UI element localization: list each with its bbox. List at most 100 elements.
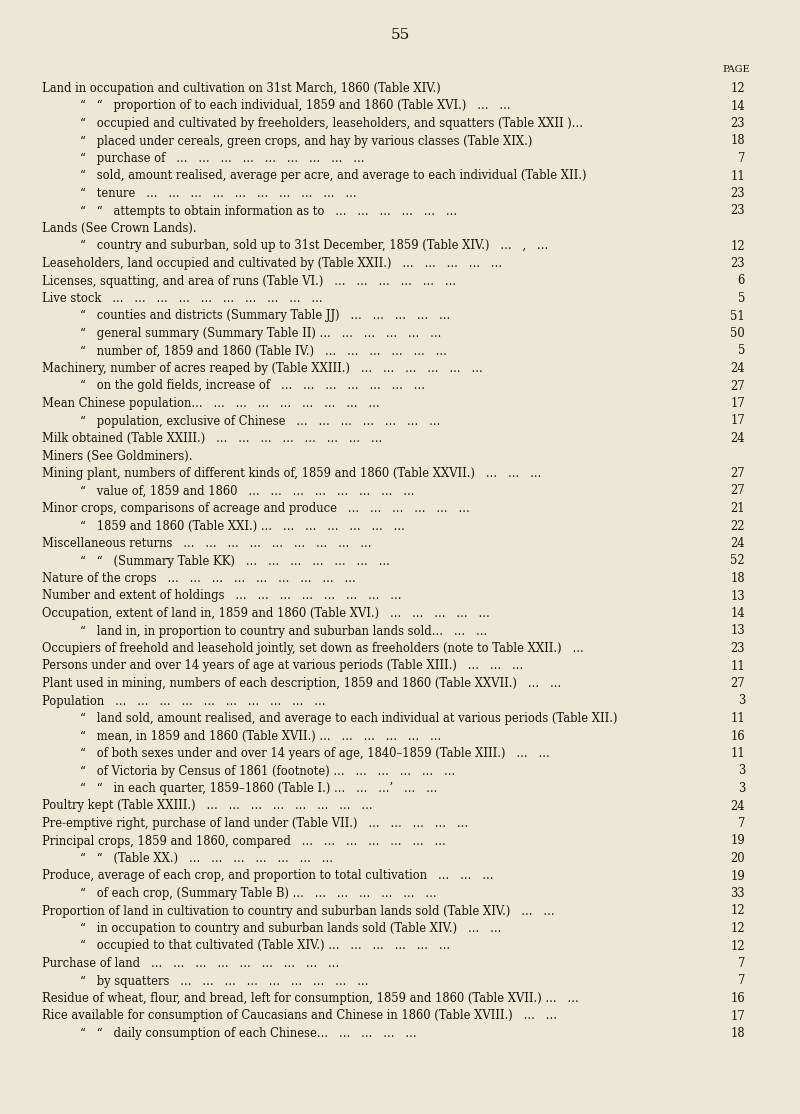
Text: 23: 23: [730, 187, 745, 201]
Text: 12: 12: [730, 922, 745, 935]
Text: Miscellaneous returns   ...   ...   ...   ...   ...   ...   ...   ...   ...: Miscellaneous returns ... ... ... ... ..…: [42, 537, 371, 550]
Text: “   1859 and 1860 (Table XXI.) ...   ...   ...   ...   ...   ...   ...: “ 1859 and 1860 (Table XXI.) ... ... ...…: [80, 519, 405, 532]
Text: Land in occupation and cultivation on 31st March, 1860 (Table XIV.): Land in occupation and cultivation on 31…: [42, 82, 441, 95]
Text: 24: 24: [730, 362, 745, 375]
Text: Mining plant, numbers of different kinds of, 1859 and 1860 (Table XXVII.)   ... : Mining plant, numbers of different kinds…: [42, 467, 542, 480]
Text: 17: 17: [730, 1009, 745, 1023]
Text: 55: 55: [390, 28, 410, 42]
Text: “   purchase of   ...   ...   ...   ...   ...   ...   ...   ...   ...: “ purchase of ... ... ... ... ... ... ..…: [80, 152, 365, 165]
Text: 3: 3: [738, 694, 745, 707]
Text: 12: 12: [730, 240, 745, 253]
Text: “   “   (Table XX.)   ...   ...   ...   ...   ...   ...   ...: “ “ (Table XX.) ... ... ... ... ... ... …: [80, 852, 333, 864]
Text: “   of each crop, (Summary Table B) ...   ...   ...   ...   ...   ...   ...: “ of each crop, (Summary Table B) ... ..…: [80, 887, 437, 900]
Text: 19: 19: [730, 834, 745, 848]
Text: 33: 33: [730, 887, 745, 900]
Text: Plant used in mining, numbers of each description, 1859 and 1860 (Table XXVII.) : Plant used in mining, numbers of each de…: [42, 677, 562, 690]
Text: 16: 16: [730, 730, 745, 743]
Text: “   tenure   ...   ...   ...   ...   ...   ...   ...   ...   ...   ...: “ tenure ... ... ... ... ... ... ... ...…: [80, 187, 357, 201]
Text: 21: 21: [730, 502, 745, 515]
Text: Number and extent of holdings   ...   ...   ...   ...   ...   ...   ...   ...: Number and extent of holdings ... ... ..…: [42, 589, 402, 603]
Text: “   land in, in proportion to country and suburban lands sold...   ...   ...: “ land in, in proportion to country and …: [80, 625, 487, 637]
Text: Proportion of land in cultivation to country and suburban lands sold (Table XIV.: Proportion of land in cultivation to cou…: [42, 905, 554, 918]
Text: 23: 23: [730, 257, 745, 270]
Text: 24: 24: [730, 432, 745, 444]
Text: 13: 13: [730, 625, 745, 637]
Text: 14: 14: [730, 99, 745, 113]
Text: 13: 13: [730, 589, 745, 603]
Text: 12: 12: [730, 905, 745, 918]
Text: Pre-emptive right, purchase of land under (Table VII.)   ...   ...   ...   ...  : Pre-emptive right, purchase of land unde…: [42, 817, 468, 830]
Text: “   country and suburban, sold up to 31st December, 1859 (Table XIV.)   ...   , : “ country and suburban, sold up to 31st …: [80, 240, 548, 253]
Text: 11: 11: [730, 659, 745, 673]
Text: 18: 18: [730, 135, 745, 147]
Text: 11: 11: [730, 747, 745, 760]
Text: Occupiers of freehold and leasehold jointly, set down as freeholders (note to Ta: Occupiers of freehold and leasehold join…: [42, 642, 584, 655]
Text: Milk obtained (Table XXIII.)   ...   ...   ...   ...   ...   ...   ...   ...: Milk obtained (Table XXIII.) ... ... ...…: [42, 432, 382, 444]
Text: 6: 6: [738, 274, 745, 287]
Text: 7: 7: [738, 975, 745, 987]
Text: “   “   daily consumption of each Chinese...   ...   ...   ...   ...: “ “ daily consumption of each Chinese...…: [80, 1027, 417, 1040]
Text: 22: 22: [730, 519, 745, 532]
Text: 17: 17: [730, 397, 745, 410]
Text: Produce, average of each crop, and proportion to total cultivation   ...   ...  : Produce, average of each crop, and propo…: [42, 870, 494, 882]
Text: “   sold, amount realised, average per acre, and average to each individual (Tab: “ sold, amount realised, average per acr…: [80, 169, 586, 183]
Text: Purchase of land   ...   ...   ...   ...   ...   ...   ...   ...   ...: Purchase of land ... ... ... ... ... ...…: [42, 957, 339, 970]
Text: “   counties and districts (Summary Table JJ)   ...   ...   ...   ...   ...: “ counties and districts (Summary Table …: [80, 310, 450, 322]
Text: “   “   attempts to obtain information as to   ...   ...   ...   ...   ...   ...: “ “ attempts to obtain information as to…: [80, 205, 457, 217]
Text: Licenses, squatting, and area of runs (Table VI.)   ...   ...   ...   ...   ... : Licenses, squatting, and area of runs (T…: [42, 274, 456, 287]
Text: “   occupied to that cultivated (Table XIV.) ...   ...   ...   ...   ...   ...: “ occupied to that cultivated (Table XIV…: [80, 939, 450, 952]
Text: PAGE: PAGE: [722, 65, 750, 74]
Text: Residue of wheat, flour, and bread, left for consumption, 1859 and 1860 (Table X: Residue of wheat, flour, and bread, left…: [42, 991, 578, 1005]
Text: 27: 27: [730, 467, 745, 480]
Text: Miners (See Goldminers).: Miners (See Goldminers).: [42, 450, 193, 462]
Text: “   general summary (Summary Table II) ...   ...   ...   ...   ...   ...: “ general summary (Summary Table II) ...…: [80, 328, 442, 340]
Text: 16: 16: [730, 991, 745, 1005]
Text: 23: 23: [730, 117, 745, 130]
Text: “   population, exclusive of Chinese   ...   ...   ...   ...   ...   ...   ...: “ population, exclusive of Chinese ... .…: [80, 414, 440, 428]
Text: “   “   (Summary Table KK)   ...   ...   ...   ...   ...   ...   ...: “ “ (Summary Table KK) ... ... ... ... .…: [80, 555, 390, 567]
Text: “   of Victoria by Census of 1861 (footnote) ...   ...   ...   ...   ...   ...: “ of Victoria by Census of 1861 (footnot…: [80, 764, 455, 778]
Text: 5: 5: [738, 292, 745, 305]
Text: Mean Chinese population...   ...   ...   ...   ...   ...   ...   ...   ...: Mean Chinese population... ... ... ... .…: [42, 397, 380, 410]
Text: 51: 51: [730, 310, 745, 322]
Text: Leaseholders, land occupied and cultivated by (Table XXII.)   ...   ...   ...   : Leaseholders, land occupied and cultivat…: [42, 257, 502, 270]
Text: 18: 18: [730, 571, 745, 585]
Text: “   by squatters   ...   ...   ...   ...   ...   ...   ...   ...   ...: “ by squatters ... ... ... ... ... ... .…: [80, 975, 369, 987]
Text: 5: 5: [738, 344, 745, 358]
Text: “   number of, 1859 and 1860 (Table IV.)   ...   ...   ...   ...   ...   ...: “ number of, 1859 and 1860 (Table IV.) .…: [80, 344, 447, 358]
Text: 24: 24: [730, 537, 745, 550]
Text: 11: 11: [730, 712, 745, 725]
Text: 3: 3: [738, 782, 745, 795]
Text: Live stock   ...   ...   ...   ...   ...   ...   ...   ...   ...   ...: Live stock ... ... ... ... ... ... ... .…: [42, 292, 322, 305]
Text: 20: 20: [730, 852, 745, 864]
Text: Lands (See Crown Lands).: Lands (See Crown Lands).: [42, 222, 197, 235]
Text: Machinery, number of acres reaped by (Table XXIII.)   ...   ...   ...   ...   ..: Machinery, number of acres reaped by (Ta…: [42, 362, 482, 375]
Text: Poultry kept (Table XXIII.)   ...   ...   ...   ...   ...   ...   ...   ...: Poultry kept (Table XXIII.) ... ... ... …: [42, 800, 373, 812]
Text: “   in occupation to country and suburban lands sold (Table XIV.)   ...   ...: “ in occupation to country and suburban …: [80, 922, 502, 935]
Text: 17: 17: [730, 414, 745, 428]
Text: “   value of, 1859 and 1860   ...   ...   ...   ...   ...   ...   ...   ...: “ value of, 1859 and 1860 ... ... ... ..…: [80, 485, 414, 498]
Text: “   land sold, amount realised, and average to each individual at various period: “ land sold, amount realised, and averag…: [80, 712, 618, 725]
Text: 7: 7: [738, 152, 745, 165]
Text: Occupation, extent of land in, 1859 and 1860 (Table XVI.)   ...   ...   ...   ..: Occupation, extent of land in, 1859 and …: [42, 607, 490, 620]
Text: 19: 19: [730, 870, 745, 882]
Text: 12: 12: [730, 82, 745, 95]
Text: 14: 14: [730, 607, 745, 620]
Text: 7: 7: [738, 957, 745, 970]
Text: “   of both sexes under and over 14 years of age, 1840–1859 (Table XIII.)   ... : “ of both sexes under and over 14 years …: [80, 747, 550, 760]
Text: 27: 27: [730, 677, 745, 690]
Text: “   mean, in 1859 and 1860 (Table XVII.) ...   ...   ...   ...   ...   ...: “ mean, in 1859 and 1860 (Table XVII.) .…: [80, 730, 442, 743]
Text: “   placed under cereals, green crops, and hay by various classes (Table XIX.): “ placed under cereals, green crops, and…: [80, 135, 532, 147]
Text: “   “   proportion of to each individual, 1859 and 1860 (Table XVI.)   ...   ...: “ “ proportion of to each individual, 18…: [80, 99, 510, 113]
Text: Persons under and over 14 years of age at various periods (Table XIII.)   ...   : Persons under and over 14 years of age a…: [42, 659, 523, 673]
Text: 18: 18: [730, 1027, 745, 1040]
Text: Principal crops, 1859 and 1860, compared   ...   ...   ...   ...   ...   ...   .: Principal crops, 1859 and 1860, compared…: [42, 834, 446, 848]
Text: Nature of the crops   ...   ...   ...   ...   ...   ...   ...   ...   ...: Nature of the crops ... ... ... ... ... …: [42, 571, 356, 585]
Text: Rice available for consumption of Caucasians and Chinese in 1860 (Table XVIII.) : Rice available for consumption of Caucas…: [42, 1009, 557, 1023]
Text: 12: 12: [730, 939, 745, 952]
Text: “   on the gold fields, increase of   ...   ...   ...   ...   ...   ...   ...: “ on the gold fields, increase of ... ..…: [80, 380, 425, 392]
Text: Population   ...   ...   ...   ...   ...   ...   ...   ...   ...   ...: Population ... ... ... ... ... ... ... .…: [42, 694, 326, 707]
Text: 23: 23: [730, 205, 745, 217]
Text: 11: 11: [730, 169, 745, 183]
Text: 52: 52: [730, 555, 745, 567]
